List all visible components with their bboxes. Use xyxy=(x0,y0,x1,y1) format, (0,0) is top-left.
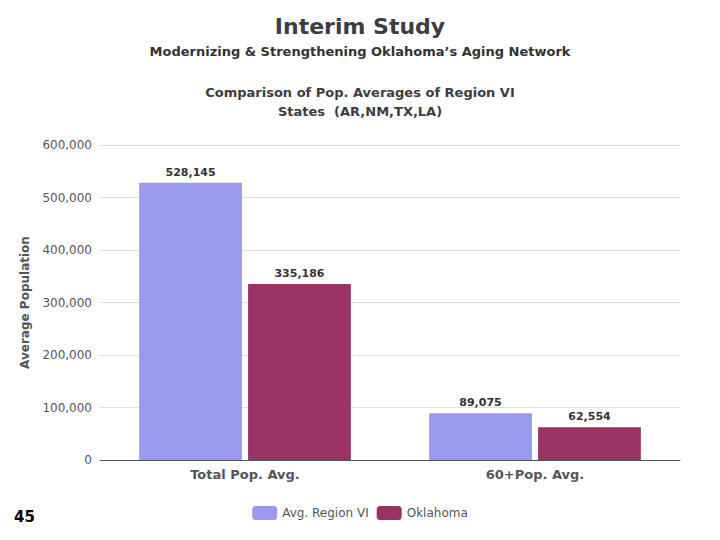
svg-text:Avg. Region VI: Avg. Region VI xyxy=(282,506,369,520)
svg-text:Oklahoma: Oklahoma xyxy=(407,506,468,520)
svg-text:528,145: 528,145 xyxy=(165,166,215,179)
svg-text:89,075: 89,075 xyxy=(459,396,501,409)
svg-text:300,000: 300,000 xyxy=(42,296,92,310)
svg-text:Modernizing & Strengthening Ok: Modernizing & Strengthening Oklahoma’s A… xyxy=(150,44,571,59)
svg-text:500,000: 500,000 xyxy=(42,191,92,205)
svg-text:62,554: 62,554 xyxy=(568,410,611,423)
svg-text:Total Pop. Avg.: Total Pop. Avg. xyxy=(190,467,300,482)
svg-text:0: 0 xyxy=(84,453,92,467)
svg-text:45: 45 xyxy=(14,508,35,526)
svg-text:Comparison of Pop. Averages of: Comparison of Pop. Averages of Region VI xyxy=(205,85,515,100)
svg-text:Interim Study: Interim Study xyxy=(275,14,445,39)
svg-text:400,000: 400,000 xyxy=(42,243,92,257)
svg-text:States (AR,NM,TX,LA): States (AR,NM,TX,LA) xyxy=(278,104,442,119)
svg-text:Average Population: Average Population xyxy=(18,236,32,369)
svg-text:100,000: 100,000 xyxy=(42,401,92,415)
svg-text:335,186: 335,186 xyxy=(274,267,324,280)
svg-text:200,000: 200,000 xyxy=(42,348,92,362)
svg-text:600,000: 600,000 xyxy=(42,138,92,152)
svg-text:60+Pop. Avg.: 60+Pop. Avg. xyxy=(486,467,585,482)
